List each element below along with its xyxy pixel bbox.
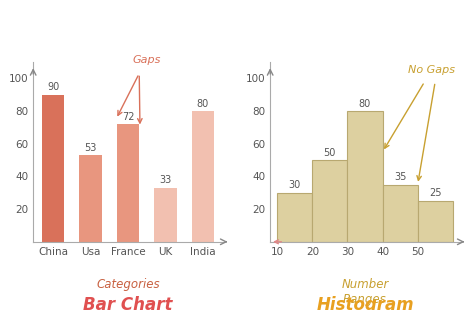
Text: Categories: Categories bbox=[96, 278, 160, 291]
Bar bbox=[79, 155, 102, 242]
Text: Histogram: Histogram bbox=[316, 296, 414, 310]
Text: 35: 35 bbox=[394, 172, 406, 182]
Bar bbox=[383, 184, 418, 242]
Text: Gaps: Gaps bbox=[133, 55, 161, 65]
Text: No Gaps: No Gaps bbox=[408, 65, 455, 75]
Text: 90: 90 bbox=[47, 82, 59, 92]
Text: 25: 25 bbox=[429, 188, 441, 198]
Text: 80: 80 bbox=[197, 99, 209, 108]
Bar bbox=[42, 95, 64, 242]
Text: Number
Ranges: Number Ranges bbox=[341, 278, 389, 306]
Text: 50: 50 bbox=[324, 148, 336, 157]
Bar bbox=[277, 193, 312, 242]
Text: 72: 72 bbox=[122, 112, 134, 122]
Text: Bar Chart: Bar Chart bbox=[83, 296, 173, 310]
Bar bbox=[418, 201, 453, 242]
Bar bbox=[117, 124, 139, 242]
Text: 30: 30 bbox=[289, 180, 301, 190]
Bar bbox=[191, 111, 214, 242]
Bar bbox=[347, 111, 383, 242]
Bar bbox=[312, 160, 347, 242]
Bar bbox=[154, 188, 177, 242]
Text: 80: 80 bbox=[359, 99, 371, 108]
Text: 53: 53 bbox=[84, 143, 97, 153]
Text: 33: 33 bbox=[159, 175, 172, 185]
